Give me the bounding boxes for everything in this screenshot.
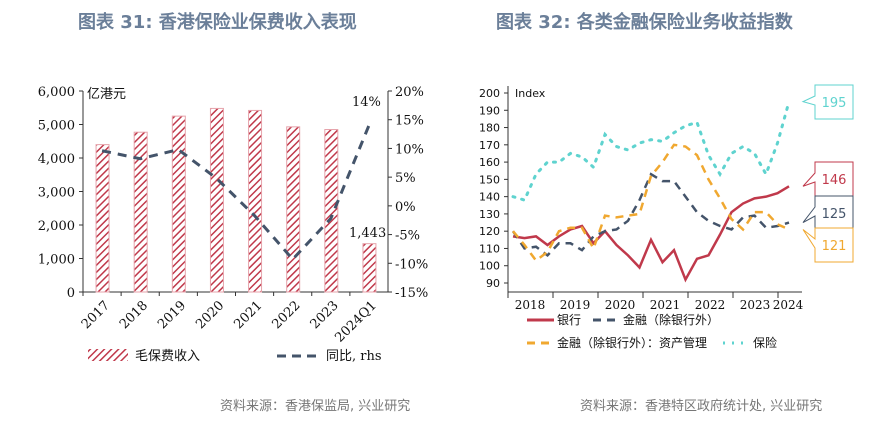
line-series (511, 100, 791, 202)
r-y-tick-label: 190 (479, 104, 500, 117)
bar-premium (95, 144, 110, 293)
end-callout (802, 195, 854, 231)
y-tick-label: 6,000 (38, 85, 75, 100)
r-x-tick-label: 2023 (740, 298, 771, 312)
r-x-tick-label: 2022 (695, 298, 726, 312)
legend-label: 金融（除银行外）：资产管理 (557, 335, 707, 350)
line-series (512, 185, 790, 283)
r-y-tick-label: 180 (479, 122, 500, 135)
y2-tick-label: 20% (395, 85, 424, 100)
r-y-tick-label: 170 (479, 139, 500, 152)
r-x-tick-label: 2019 (560, 298, 591, 312)
left-source: 资料来源：香港保监局, 兴业研究 (220, 399, 411, 414)
line-series (512, 143, 790, 263)
line-series (511, 172, 790, 258)
x-tick-label: 2021 (231, 298, 265, 332)
r-x-tick-label: 2020 (605, 298, 636, 312)
y-tick-label: 1,000 (38, 253, 75, 268)
y2-tick-label: 0% (395, 200, 416, 215)
y-tick-label: 5,000 (38, 119, 75, 134)
y2-tick-label: 15% (395, 114, 424, 129)
end-label: 125 (822, 207, 847, 222)
r-y-tick-label: 100 (479, 260, 500, 273)
y-tick-label: 2,000 (38, 219, 75, 234)
left-chart-title: 图表 31: 香港保险业保费收入表现 (78, 12, 357, 33)
y2-tick-label: 10% (395, 142, 424, 157)
r-y-tick-label: 110 (479, 242, 500, 255)
legend-yoy: 同比, rhs (326, 349, 382, 364)
bar-premium (248, 109, 263, 293)
x-tick-label: 2018 (117, 298, 151, 332)
r-y-tick-label: 200 (479, 87, 500, 100)
x-tick-label: 2017 (79, 298, 113, 332)
bar-label: 1,443 (349, 226, 386, 241)
r-y-tick-label: 140 (479, 191, 500, 204)
y2-tick-label: 5% (395, 171, 416, 186)
legend-premium: 毛保费收入 (135, 349, 200, 364)
r-y-tick-label: 130 (479, 208, 500, 221)
r-y-label: Index (515, 87, 546, 100)
x-tick-label: 2019 (155, 298, 189, 332)
x-tick-label: 2023 (308, 298, 342, 332)
end-callout (801, 84, 854, 120)
right-source: 资料来源：香港特区政府统计处, 兴业研究 (580, 399, 823, 414)
y-unit-label: 亿港元 (87, 87, 126, 102)
bar-premium (286, 126, 301, 293)
line-yoy (101, 124, 371, 262)
r-y-tick-label: 90 (486, 277, 500, 290)
bar-premium (209, 107, 224, 293)
x-tick-label: 2022 (270, 298, 304, 332)
r-x-tick-label: 2018 (515, 298, 546, 312)
x-tick-label: 2024Q1 (332, 298, 379, 345)
right-chart-title: 图表 32: 各类金融保险业务收益指数 (496, 12, 793, 33)
line-label: 14% (352, 95, 381, 110)
x-tick-label: 2020 (193, 298, 227, 332)
y2-tick-label: -5% (395, 229, 420, 244)
y2-tick-label: -15% (395, 286, 428, 301)
end-callout (802, 161, 854, 197)
bar-premium (362, 243, 377, 293)
y-tick-label: 0 (67, 286, 75, 301)
legend-swatch-premium (88, 349, 128, 361)
y-tick-label: 4,000 (38, 152, 75, 167)
end-callout (802, 227, 854, 263)
r-y-tick-label: 160 (479, 156, 500, 169)
end-label: 121 (822, 239, 847, 254)
legend-label: 保险 (753, 335, 777, 350)
legend-label: 金融（除银行外） (623, 312, 719, 327)
r-y-tick-label: 150 (479, 173, 500, 186)
end-label: 195 (822, 96, 847, 111)
r-x-tick-label: 2021 (650, 298, 681, 312)
bar-premium (171, 115, 186, 293)
bar-premium (133, 131, 148, 293)
bar-premium (324, 129, 339, 293)
r-x-tick-label: 2024 (773, 298, 804, 312)
legend-label: 银行 (557, 313, 581, 327)
y2-tick-label: -10% (395, 257, 428, 272)
y-tick-label: 3,000 (38, 186, 75, 201)
r-y-tick-label: 120 (479, 225, 500, 238)
end-label: 146 (822, 173, 847, 188)
